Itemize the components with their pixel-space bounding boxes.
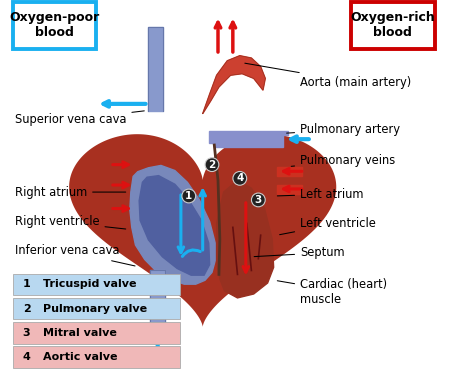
FancyBboxPatch shape	[12, 347, 180, 368]
FancyBboxPatch shape	[12, 274, 180, 295]
Text: Oxygen-rich
blood: Oxygen-rich blood	[350, 11, 435, 40]
Polygon shape	[217, 180, 273, 298]
Polygon shape	[69, 134, 336, 327]
Polygon shape	[277, 167, 302, 176]
Text: Left ventricle: Left ventricle	[280, 217, 376, 235]
Text: Left atrium: Left atrium	[277, 187, 364, 201]
Text: Pulmonary veins: Pulmonary veins	[291, 154, 395, 167]
Text: 2: 2	[209, 160, 216, 170]
FancyBboxPatch shape	[351, 2, 435, 49]
Text: Pulmonary artery: Pulmonary artery	[287, 123, 400, 136]
Text: 2: 2	[23, 303, 30, 314]
Text: Tricuspid valve: Tricuspid valve	[43, 279, 136, 289]
Text: Right atrium: Right atrium	[15, 185, 126, 199]
Polygon shape	[277, 185, 302, 194]
Text: Oxygen-poor
blood: Oxygen-poor blood	[9, 11, 100, 40]
Text: Septum: Septum	[254, 246, 345, 260]
Polygon shape	[139, 176, 210, 275]
Text: Aorta (main artery): Aorta (main artery)	[245, 63, 411, 89]
Text: 3: 3	[23, 328, 30, 338]
Text: 3: 3	[255, 195, 262, 205]
Text: 4: 4	[23, 352, 31, 362]
Text: 4: 4	[236, 173, 244, 183]
Text: 1: 1	[185, 191, 192, 201]
Polygon shape	[203, 56, 265, 114]
Polygon shape	[130, 165, 215, 284]
FancyBboxPatch shape	[12, 2, 96, 49]
Text: Pulmonary valve: Pulmonary valve	[43, 303, 147, 314]
Text: 1: 1	[23, 279, 30, 289]
Polygon shape	[209, 131, 289, 147]
Text: Cardiac (heart)
muscle: Cardiac (heart) muscle	[277, 278, 387, 306]
Polygon shape	[150, 270, 165, 331]
Text: Superior vena cava: Superior vena cava	[15, 111, 144, 126]
Polygon shape	[148, 27, 163, 111]
Text: Mitral valve: Mitral valve	[43, 328, 117, 338]
FancyBboxPatch shape	[12, 298, 180, 319]
Text: Right ventricle: Right ventricle	[15, 215, 126, 229]
FancyBboxPatch shape	[12, 322, 180, 343]
Text: Inferior vena cava: Inferior vena cava	[15, 244, 135, 266]
Text: Aortic valve: Aortic valve	[43, 352, 117, 362]
